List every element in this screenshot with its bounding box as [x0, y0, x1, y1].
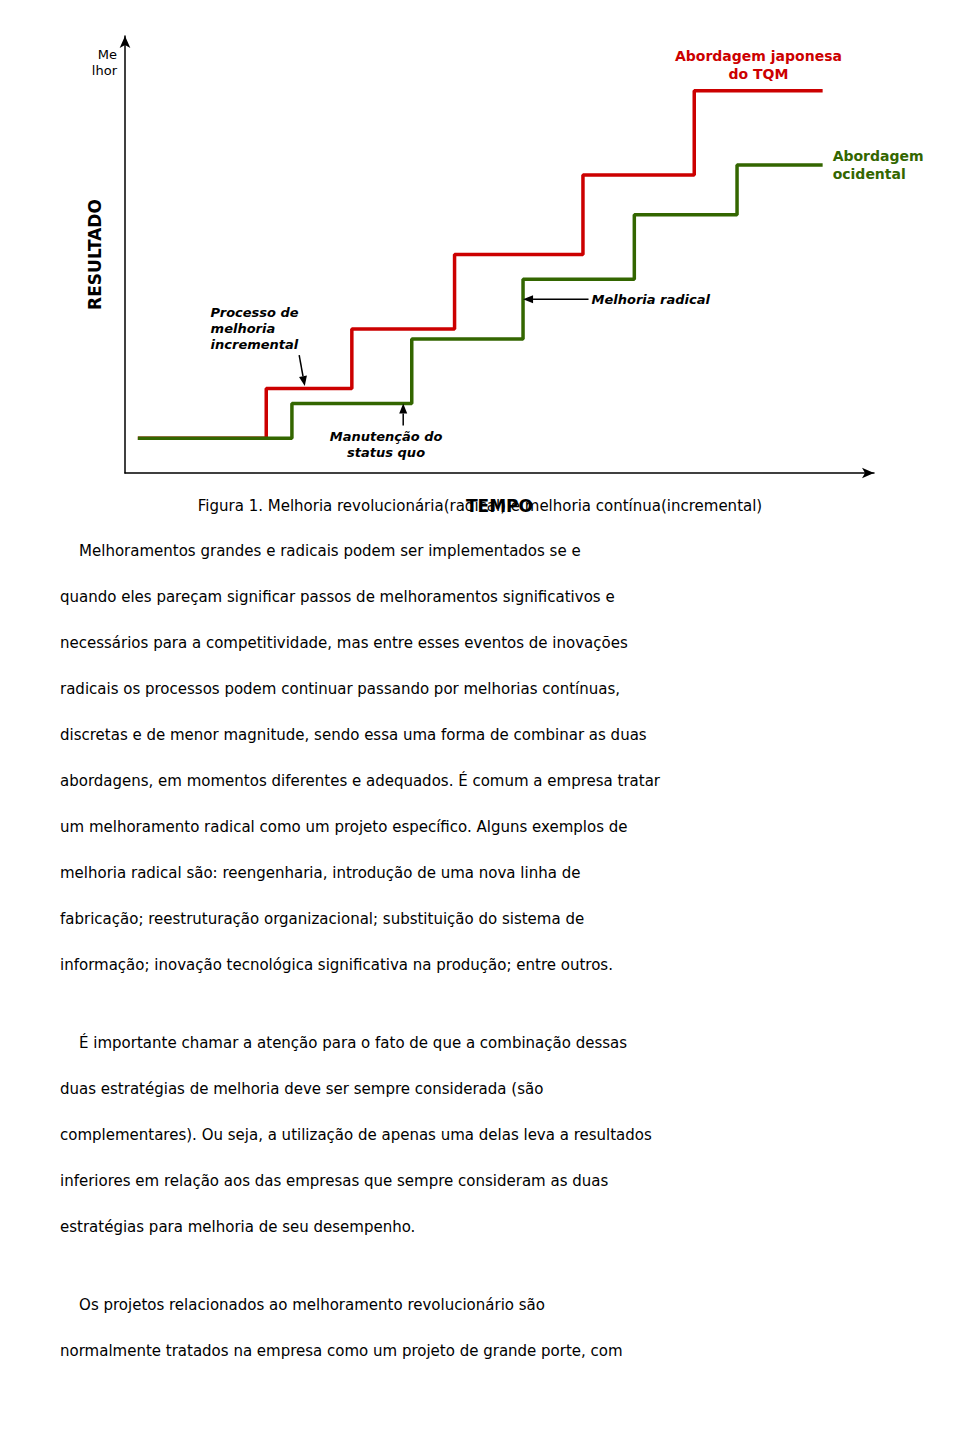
svg-text:complementares). Ou seja, a ut: complementares). Ou seja, a utilização d… [60, 1126, 652, 1144]
svg-text:incremental: incremental [211, 337, 299, 352]
svg-text:normalmente tratados na empres: normalmente tratados na empresa como um … [60, 1342, 623, 1360]
svg-text:do TQM: do TQM [728, 66, 788, 82]
svg-text:inferiores em relação aos das: inferiores em relação aos das empresas q… [60, 1172, 608, 1190]
svg-text:quando eles pareçam significar: quando eles pareçam significar passos de… [60, 588, 615, 606]
svg-text:radicais os processos podem co: radicais os processos podem continuar pa… [60, 680, 620, 698]
svg-text:É importante chamar a atenção: É importante chamar a atenção para o fat… [60, 1033, 627, 1052]
svg-text:informação; inovação tecnológi: informação; inovação tecnológica signifi… [60, 956, 613, 974]
svg-text:RESULTADO: RESULTADO [85, 199, 105, 310]
svg-text:Processo de: Processo de [211, 305, 299, 320]
svg-text:status quo: status quo [347, 445, 425, 460]
svg-text:ocidental: ocidental [833, 166, 906, 182]
svg-text:discretas e de menor magnitude: discretas e de menor magnitude, sendo es… [60, 726, 647, 744]
svg-text:Manutenção do: Manutenção do [330, 429, 443, 444]
svg-text:melhoria radical são: reengenh: melhoria radical são: reengenharia, intr… [60, 864, 580, 882]
svg-text:fabricação; reestruturação org: fabricação; reestruturação organizaciona… [60, 910, 584, 928]
svg-text:Figura 1. Melhoria revolucioná: Figura 1. Melhoria revolucionária(radica… [198, 497, 762, 515]
svg-text:lhor: lhor [92, 63, 118, 78]
svg-text:duas estratégias de melhoria d: duas estratégias de melhoria deve ser se… [60, 1080, 543, 1098]
svg-text:abordagens, em momentos difere: abordagens, em momentos diferentes e ade… [60, 771, 661, 790]
svg-text:Melhoria radical: Melhoria radical [592, 292, 711, 307]
svg-text:necessários para a competitivi: necessários para a competitividade, mas … [60, 634, 628, 652]
svg-text:melhoria: melhoria [211, 321, 276, 336]
svg-text:Abordagem: Abordagem [833, 148, 924, 164]
svg-text:Os projetos relacionados ao me: Os projetos relacionados ao melhoramento… [60, 1296, 545, 1314]
svg-text:Melhoramentos grandes e radica: Melhoramentos grandes e radicais podem s… [60, 542, 581, 560]
svg-text:estratégias para melhoria de s: estratégias para melhoria de seu desempe… [60, 1218, 415, 1236]
svg-text:Abordagem japonesa: Abordagem japonesa [675, 48, 842, 64]
svg-text:Me: Me [98, 47, 117, 62]
svg-text:um melhoramento radical como u: um melhoramento radical como um projeto … [60, 818, 627, 836]
